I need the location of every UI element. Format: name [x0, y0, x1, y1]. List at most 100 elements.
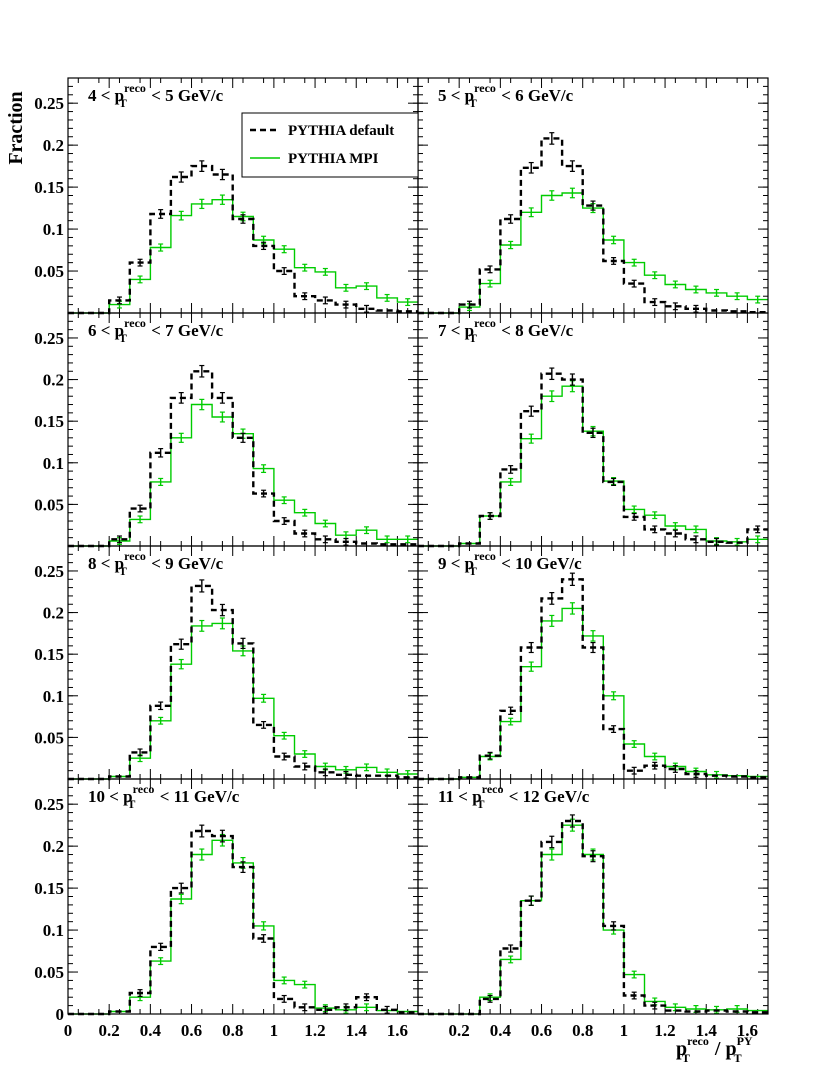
y-tick-label: 0.1: [43, 921, 64, 940]
x-tick-label: 1.4: [346, 1021, 368, 1040]
y-tick-label: 0.15: [34, 178, 64, 197]
y-tick-label: 0.2: [43, 837, 64, 856]
x-axis-title-text: preco T / pPY T: [676, 1034, 753, 1065]
x-title-sep: / p: [710, 1038, 737, 1060]
panel-title-sub: T: [476, 797, 484, 811]
legend: PYTHIA default PYTHIA MPI: [241, 112, 419, 178]
y-tick-label: 0.05: [34, 495, 64, 514]
panel-frame: [67, 545, 419, 780]
panel-title: 4 < preco T < 5 GeV/c: [88, 81, 224, 110]
panel-7: 10 < preco T < 11 GeV/c 0 0.05 0.1 0.15 0.2 0.2…: [34, 778, 419, 1040]
x-title-sub2: T: [734, 1051, 742, 1065]
panel-title-sub: T: [119, 96, 127, 110]
panel-title-lo: 8 < p: [88, 554, 124, 573]
series-pythia-mpi: [418, 385, 768, 547]
panel-title-sup: reco: [474, 316, 496, 330]
x-tick-label: 1.4: [696, 1021, 718, 1040]
panel-title-sup: reco: [124, 81, 146, 95]
panel-6: 9 < preco T < 10 GeV/c: [417, 545, 769, 781]
y-tick-label: 0.15: [34, 645, 64, 664]
y-tick-label: 0.25: [34, 94, 64, 113]
y-tick-label: 0.05: [34, 728, 64, 747]
panel-title: 8 < preco T < 9 GeV/c: [88, 549, 224, 578]
x-tick-label: 0.2: [449, 1021, 470, 1040]
series-pythia-mpi: [418, 192, 768, 314]
panel-title-lo: 7 < p: [438, 321, 474, 340]
x-tick-label: 1.2: [304, 1021, 325, 1040]
panel-title-sub: T: [469, 96, 477, 110]
panel-title-sup: reco: [133, 782, 155, 796]
y-tick-label: 0: [56, 1005, 65, 1024]
panel-title-lo: 4 < p: [88, 86, 124, 105]
panel-2: 5 < preco T < 6 GeV/c: [417, 77, 769, 315]
panels: 4 < preco T < 5 GeV/c0.050.10.150.20.25 5 …: [34, 77, 769, 1040]
panel-title-hi: < 11 GeV/c: [155, 787, 239, 806]
panel-title-hi: < 7 GeV/c: [147, 321, 224, 340]
series-pythia-mpi: [68, 403, 418, 547]
panel-title-hi: < 9 GeV/c: [147, 554, 224, 573]
x-title-sup2: PY: [737, 1034, 753, 1048]
y-tick-label: 0.2: [43, 136, 64, 155]
panel-title: 7 < preco T < 8 GeV/c: [438, 316, 574, 345]
y-tick-label: 0.25: [34, 795, 64, 814]
panel-title: 9 < preco T < 10 GeV/c: [438, 549, 582, 578]
x-title-p1: p: [676, 1038, 687, 1060]
series-pythia-mpi: [68, 199, 418, 314]
panel-title-hi: < 5 GeV/c: [147, 86, 224, 105]
panel-title-lo: 6 < p: [88, 321, 124, 340]
y-tick-label: 0.15: [34, 412, 64, 431]
panel-4: 7 < preco T < 8 GeV/c: [417, 312, 769, 548]
panel-title-hi: < 6 GeV/c: [497, 86, 574, 105]
x-tick-label: 0.8: [222, 1021, 243, 1040]
panel-frame: [417, 77, 769, 314]
x-tick-label: 0.6: [181, 1021, 202, 1040]
series-pythia-default: [418, 578, 768, 781]
panel-title-hi: < 8 GeV/c: [497, 321, 574, 340]
y-tick-label: 0.1: [43, 454, 64, 473]
legend-box: [241, 112, 419, 178]
y-tick-label: 0.25: [34, 562, 64, 581]
panel-title-sub: T: [469, 331, 477, 345]
panel-frame: [417, 778, 769, 1015]
series-pythia-default: [418, 372, 768, 548]
panel-title-lo: 9 < p: [438, 554, 474, 573]
panel-frame: [67, 778, 419, 1015]
panel-title-sub: T: [127, 797, 135, 811]
x-tick-label: 0.4: [140, 1021, 162, 1040]
y-axis-title: Fraction: [5, 91, 27, 164]
panel-title: 10 < preco T < 11 GeV/c: [88, 782, 240, 811]
y-tick-label: 0.2: [43, 604, 64, 623]
x-title-sup1: reco: [687, 1034, 709, 1048]
series-pythia-default: [418, 819, 768, 1016]
panel-title: 5 < preco T < 6 GeV/c: [438, 81, 574, 110]
panel-title-lo: 11 < p: [438, 787, 482, 806]
panel-title-hi: < 10 GeV/c: [497, 554, 582, 573]
series-pythia-default: [418, 137, 768, 315]
y-tick-label: 0.25: [34, 329, 64, 348]
y-tick-label: 0.15: [34, 879, 64, 898]
x-tick-label: 0.2: [99, 1021, 120, 1040]
panel-8: 11 < preco T < 12 GeV/c 0.2 0.4 0.6 0.8 1 1.2 1.…: [417, 778, 769, 1040]
panel-title-sup: reco: [474, 81, 496, 95]
x-tick-label: 1.2: [654, 1021, 675, 1040]
y-tick-label: 0.05: [34, 963, 64, 982]
panel-title-sub: T: [119, 564, 127, 578]
x-tick-label: 0.4: [490, 1021, 512, 1040]
panel-title-sub: T: [469, 564, 477, 578]
series-pythia-default: [68, 164, 418, 315]
x-tick-label: 0: [64, 1021, 73, 1040]
x-tick-label: 1: [620, 1021, 629, 1040]
legend-label-default: PYTHIA default: [288, 123, 394, 139]
panel-title-sup: reco: [482, 782, 504, 796]
x-tick-label: 0.8: [572, 1021, 593, 1040]
series-pythia-default: [68, 370, 418, 548]
y-tick-label: 0.1: [43, 687, 64, 706]
legend-label-mpi: PYTHIA MPI: [288, 151, 379, 167]
series-pythia-default: [68, 584, 418, 781]
panel-title: 6 < preco T < 7 GeV/c: [88, 316, 224, 345]
panel-title-sub: T: [119, 331, 127, 345]
panel-title-sup: reco: [124, 316, 146, 330]
x-axis-title: preco T / pPY T: [676, 1034, 753, 1065]
y-tick-label: 0.2: [43, 371, 64, 390]
